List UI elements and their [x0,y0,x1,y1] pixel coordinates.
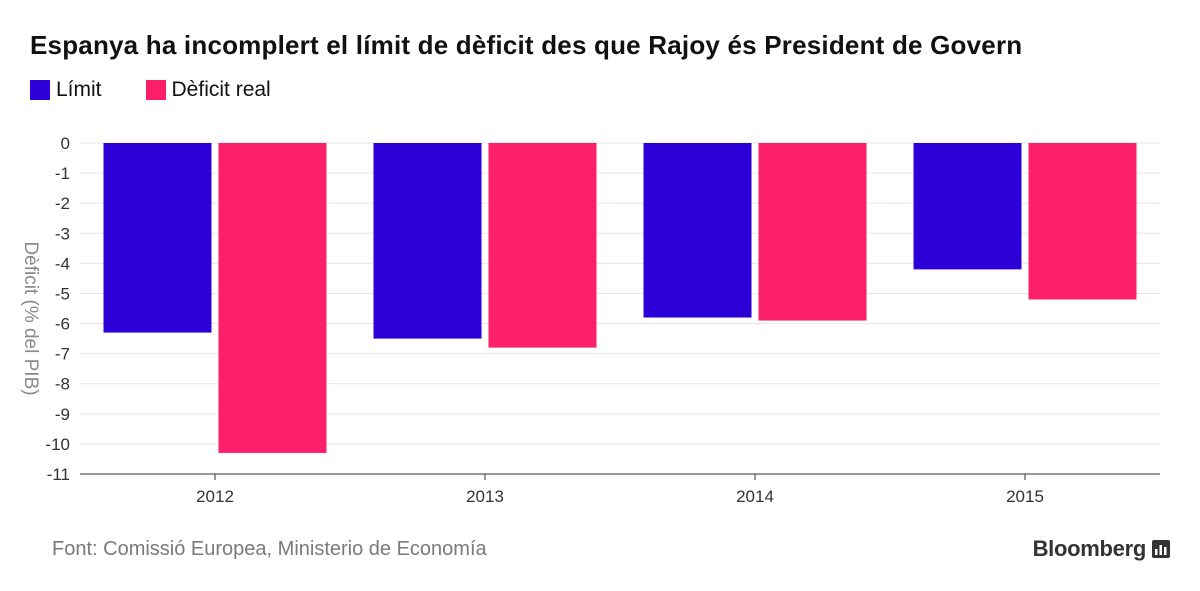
y-tick-label: -8 [55,375,70,394]
y-axis-title: Dèficit (% del PIB) [20,241,41,395]
chart-title: Espanya ha incomplert el límit de dèfici… [30,30,1023,60]
legend-item-deficit-real: Dèficit real [145,78,271,102]
y-tick-label: -10 [45,435,70,454]
x-tick-label: 2015 [1006,487,1044,506]
x-tick-label: 2012 [196,487,234,506]
source-note: Font: Comissió Europea, Ministerio de Ec… [52,538,487,560]
bar-limit-2012 [103,143,212,333]
y-tick-label: -9 [55,405,70,424]
bar-deficit-real-2014 [758,143,867,321]
bloomberg-chart-icon [1152,540,1170,558]
brand-logo: Bloomberg [1033,536,1170,562]
y-tick-label: -5 [55,284,70,303]
y-tick-label: -3 [55,224,70,243]
y-tick-label: -7 [55,345,70,364]
legend-item-limit: Límit [30,78,102,102]
bar-deficit-real-2013 [488,143,597,348]
y-tick-label: -2 [55,194,70,213]
y-tick-label: -6 [55,315,70,334]
y-tick-label: -11 [47,465,70,484]
legend: Límit Dèficit real [30,78,315,102]
legend-swatch-deficit-real [145,80,166,100]
y-tick-label: 0 [61,134,70,153]
y-tick-label: -4 [55,254,70,273]
bar-deficit-real-2015 [1028,143,1137,300]
bar-limit-2015 [913,143,1022,270]
bar-limit-2013 [373,143,482,339]
x-tick-label: 2013 [466,487,504,506]
legend-label-deficit-real: Dèficit real [171,78,271,101]
bar-limit-2014 [643,143,752,318]
y-tick-label: -1 [55,164,70,183]
brand-name: Bloomberg [1032,536,1147,561]
legend-label-limit: Límit [56,78,102,101]
x-tick-label: 2014 [736,487,774,506]
bar-deficit-real-2012 [218,143,327,453]
legend-swatch-limit [30,80,50,100]
